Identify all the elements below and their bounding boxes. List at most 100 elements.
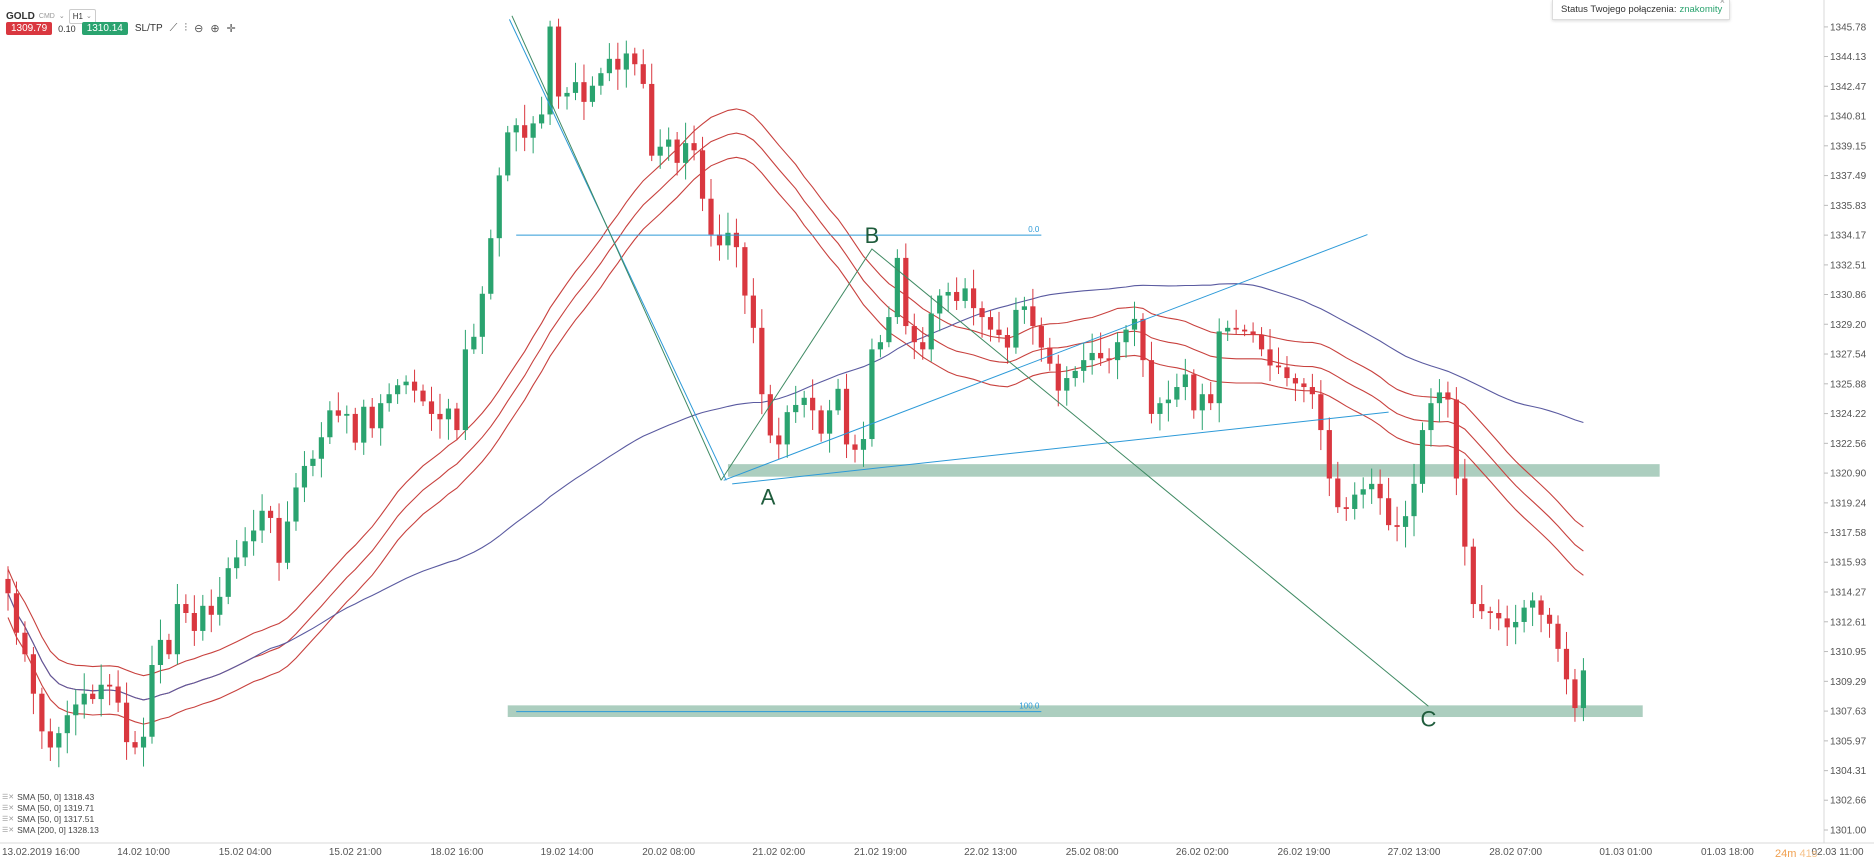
indicator-legend: ☰✕ SMA [50, 0] 1318.43 ☰✕ SMA [50, 0] 1319… — [2, 792, 99, 836]
legend-settings-icon[interactable]: ☰✕ — [2, 827, 15, 834]
candle-body — [1445, 392, 1451, 400]
line-tool-icon[interactable]: ⟋ — [169, 22, 178, 34]
candle-body — [513, 125, 519, 133]
candle-body — [1123, 329, 1129, 343]
candle-body — [945, 291, 951, 296]
x-tick-label: 14.02 10:00 — [117, 847, 170, 858]
candle-body — [437, 413, 443, 420]
candle-body — [225, 568, 231, 597]
candle-body — [1030, 306, 1036, 327]
candle-body — [1004, 335, 1011, 348]
connection-status-label: Status Twojego połączenia: — [1561, 4, 1677, 15]
candle-body — [954, 291, 960, 301]
y-tick-label: 1324.22 — [1830, 409, 1867, 420]
candle-body — [1114, 342, 1121, 361]
fib-base-line — [732, 411, 1389, 485]
candle-countdown: 24m 41s — [1775, 848, 1817, 860]
candle-body — [1504, 618, 1510, 628]
candle-body — [1089, 352, 1095, 361]
candle-body — [928, 313, 934, 350]
candle-body — [1309, 387, 1315, 395]
candle-body — [1369, 483, 1375, 490]
pattern-line — [511, 15, 722, 481]
sell-button[interactable]: 1309.79 — [6, 22, 53, 35]
candle-body — [1098, 352, 1104, 359]
candle-body — [293, 487, 299, 522]
candle-body — [39, 693, 45, 732]
candle-body — [632, 53, 638, 65]
candle-body — [810, 397, 816, 411]
candle-body — [115, 686, 121, 703]
candle-body — [742, 247, 748, 296]
candle-body — [657, 146, 663, 156]
candle-body — [581, 82, 587, 102]
candle-body — [979, 308, 985, 318]
candle-body — [801, 397, 807, 405]
candle-body — [1242, 329, 1248, 332]
candle-body — [886, 317, 892, 343]
x-tick-label: 27.02 13:00 — [1388, 847, 1441, 858]
candle-body — [1140, 318, 1146, 361]
candle-body — [1343, 507, 1349, 509]
candle-body — [1530, 600, 1536, 608]
close-icon[interactable]: × — [1719, 0, 1725, 6]
candle-body — [90, 693, 96, 700]
zoom-out-icon[interactable]: ⊖ — [194, 23, 204, 35]
y-tick-label: 1320.90 — [1830, 469, 1867, 480]
candle-body — [1479, 604, 1485, 612]
fib-level-label: 100.0 — [1019, 702, 1040, 711]
candle-body — [428, 401, 435, 414]
candle-body — [1453, 399, 1459, 479]
crosshair-icon[interactable]: ✛ — [226, 23, 236, 35]
candle-body — [98, 684, 104, 700]
candle-body — [1572, 679, 1578, 709]
candle-body — [598, 73, 604, 86]
candle-body — [1106, 358, 1112, 361]
candle-body — [123, 702, 130, 743]
zoom-in-icon[interactable]: ⊕ — [210, 23, 220, 35]
candle-body — [1436, 392, 1443, 404]
candle-body — [1165, 399, 1171, 404]
candle-body — [835, 388, 841, 411]
candle-body — [1250, 331, 1256, 336]
y-tick-label: 1307.63 — [1830, 707, 1867, 718]
candle-body — [479, 293, 485, 337]
legend-settings-icon[interactable]: ☰✕ — [2, 805, 15, 812]
candles — [5, 18, 1587, 768]
candle-body — [335, 410, 341, 416]
legend-settings-icon[interactable]: ☰✕ — [2, 794, 15, 801]
candle-body — [869, 349, 875, 440]
candle-body — [666, 139, 672, 147]
candle-body — [903, 257, 909, 327]
sltp-button[interactable]: SL/TP — [134, 23, 163, 34]
candle-body — [691, 143, 697, 151]
y-tick-label: 1317.58 — [1830, 528, 1867, 539]
buy-button[interactable]: 1310.14 — [81, 22, 128, 35]
y-tick-label: 1319.24 — [1830, 498, 1867, 509]
candle-body — [386, 394, 392, 404]
legend-item[interactable]: ☰✕ SMA [50, 0] 1318.43 — [2, 792, 95, 802]
candle-body — [1055, 363, 1061, 391]
y-tick-label: 1305.97 — [1830, 736, 1867, 747]
legend-item[interactable]: ☰✕ SMA [200, 0] 1328.13 — [2, 825, 99, 835]
candle-body — [454, 408, 460, 431]
indicators-icon[interactable]: ⫶ — [184, 22, 188, 34]
legend-item[interactable]: ☰✕ SMA [50, 0] 1319.71 — [2, 803, 95, 813]
symbol-name[interactable]: GOLD — [6, 10, 35, 22]
legend-settings-icon[interactable]: ☰✕ — [2, 816, 15, 823]
candle-body — [1318, 394, 1324, 431]
candle-body — [234, 557, 240, 569]
legend-item[interactable]: ☰✕ SMA [50, 0] 1317.51 — [2, 814, 95, 824]
y-tick-label: 1339.15 — [1830, 141, 1867, 152]
candle-body — [640, 64, 646, 84]
candle-body — [708, 198, 714, 235]
candle-body — [1148, 360, 1155, 414]
chevron-down-icon[interactable]: ⌄ — [58, 13, 65, 20]
candle-body — [30, 654, 37, 694]
candle-body — [1411, 483, 1417, 517]
candle-body — [318, 437, 324, 459]
candle-body — [1072, 370, 1078, 379]
timeframe-value: H1 — [72, 11, 83, 21]
candle-body — [56, 733, 62, 748]
